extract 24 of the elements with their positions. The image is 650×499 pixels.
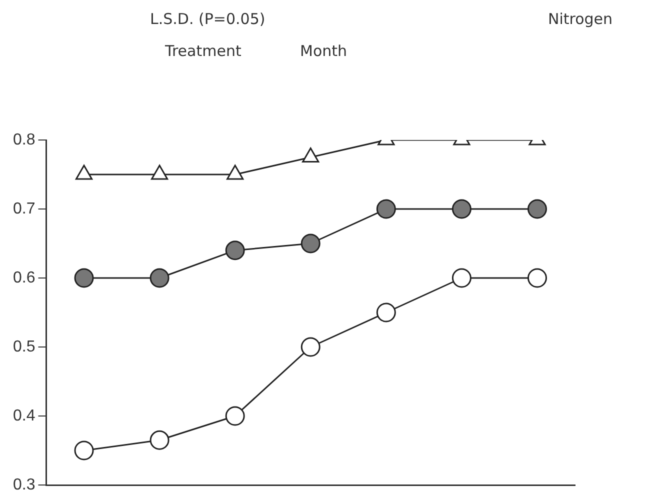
text: Nitrogen	[548, 10, 613, 28]
y-tick-label: 0.7	[12, 200, 36, 218]
point	[452, 199, 472, 219]
point	[74, 268, 94, 288]
y-tick-label: 0.3	[12, 476, 36, 494]
y-tick-label: 0.5	[12, 338, 36, 356]
point	[376, 199, 396, 219]
text: Month	[300, 42, 348, 60]
point	[74, 440, 94, 460]
point	[452, 268, 472, 288]
point	[376, 302, 396, 322]
y-tick-label: 0.8	[12, 131, 36, 148]
point	[300, 337, 320, 357]
point	[150, 430, 170, 450]
y-tick-label: 0.4	[12, 407, 36, 424]
point	[527, 199, 547, 219]
y-tick-label: 0.6	[12, 269, 36, 286]
point	[225, 240, 245, 260]
point	[150, 268, 170, 288]
point	[300, 234, 320, 254]
point	[527, 268, 547, 288]
text: L.S.D. (P=0.05)	[150, 10, 266, 28]
point	[225, 406, 245, 426]
text: Treatment	[165, 42, 242, 60]
